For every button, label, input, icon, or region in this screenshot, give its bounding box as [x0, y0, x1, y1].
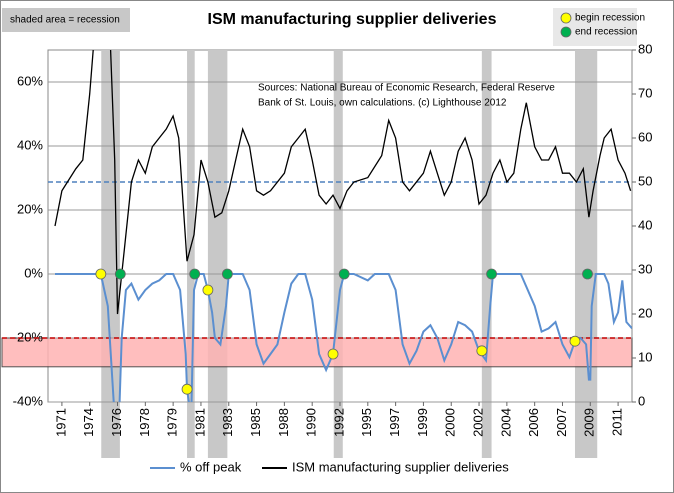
x-tick-label: 2002 [470, 408, 485, 437]
recession-marker [476, 345, 488, 357]
x-tick-label: 1992 [331, 408, 346, 437]
recession-band [101, 50, 120, 458]
recession-marker [181, 383, 193, 395]
x-tick-label: 1999 [415, 408, 430, 437]
y2-tick-label: 0 [638, 393, 645, 408]
y-tick-label: 0% [24, 265, 43, 280]
legend-label: end recession [575, 27, 637, 38]
y2-tick-label: 80 [638, 41, 652, 56]
y2-tick-label: 60 [638, 129, 652, 144]
recession-band [333, 50, 343, 458]
y2-tick-label: 50 [638, 173, 652, 188]
legend-marker [560, 12, 572, 24]
y-tick-label: 40% [17, 137, 43, 152]
recession-note: shaded area = recession [10, 15, 120, 26]
source-note: Sources: National Bureau of Economic Res… [258, 83, 555, 94]
recession-marker [95, 268, 107, 280]
y2-tick-label: 10 [638, 349, 652, 364]
legend-label: ISM manufacturing supplier deliveries [292, 459, 509, 474]
x-tick-label: 1990 [304, 408, 319, 437]
source-note: Bank of St. Louis, own calculations. (c)… [258, 98, 507, 109]
recession-marker [221, 268, 233, 280]
y2-tick-label: 40 [638, 217, 652, 232]
recession-marker [338, 268, 350, 280]
x-tick-label: 1981 [192, 408, 207, 437]
y2-tick-label: 70 [638, 85, 652, 100]
y-tick-label: 60% [17, 73, 43, 88]
x-tick-label: 1995 [359, 408, 374, 437]
recession-marker [582, 268, 593, 280]
x-tick-label: 1974 [81, 408, 96, 437]
x-tick-label: 1979 [165, 408, 180, 437]
x-tick-label: 1988 [276, 408, 291, 437]
recession-marker [189, 268, 201, 280]
recession-band [574, 50, 598, 458]
y2-tick-label: 30 [638, 261, 652, 276]
x-tick-label: 1971 [53, 408, 68, 437]
recession-band [207, 50, 228, 458]
y-tick-label: 20% [17, 201, 43, 216]
x-tick-label: 2000 [443, 408, 458, 437]
recession-band [187, 50, 195, 458]
x-tick-label: 2011 [610, 408, 625, 436]
x-tick-label: 2009 [582, 408, 597, 437]
recession-marker [569, 335, 581, 347]
x-tick-label: 1997 [387, 408, 402, 437]
chart-title: ISM manufacturing supplier deliveries [208, 11, 497, 28]
legend-label: begin recession [575, 13, 645, 24]
recession-marker [486, 268, 497, 280]
legend-label: % off peak [180, 459, 242, 474]
recession-marker [327, 348, 339, 360]
recession-band [481, 50, 492, 458]
x-tick-label: 2007 [554, 408, 569, 437]
y-tick-label: -40% [13, 393, 44, 408]
recession-marker [114, 268, 126, 280]
x-tick-label: 1983 [220, 408, 235, 437]
x-tick-label: 1976 [109, 408, 124, 437]
y2-tick-label: 20 [638, 305, 652, 320]
recession-note-box [2, 8, 130, 32]
x-tick-label: 1978 [137, 408, 152, 437]
x-tick-label: 2006 [526, 408, 541, 437]
y-tick-label: -20% [13, 329, 44, 344]
x-tick-label: 1985 [248, 408, 263, 437]
recession-marker [202, 284, 214, 296]
legend-marker [560, 26, 572, 38]
series-line [54, 50, 632, 315]
x-tick-label: 2004 [498, 408, 513, 437]
